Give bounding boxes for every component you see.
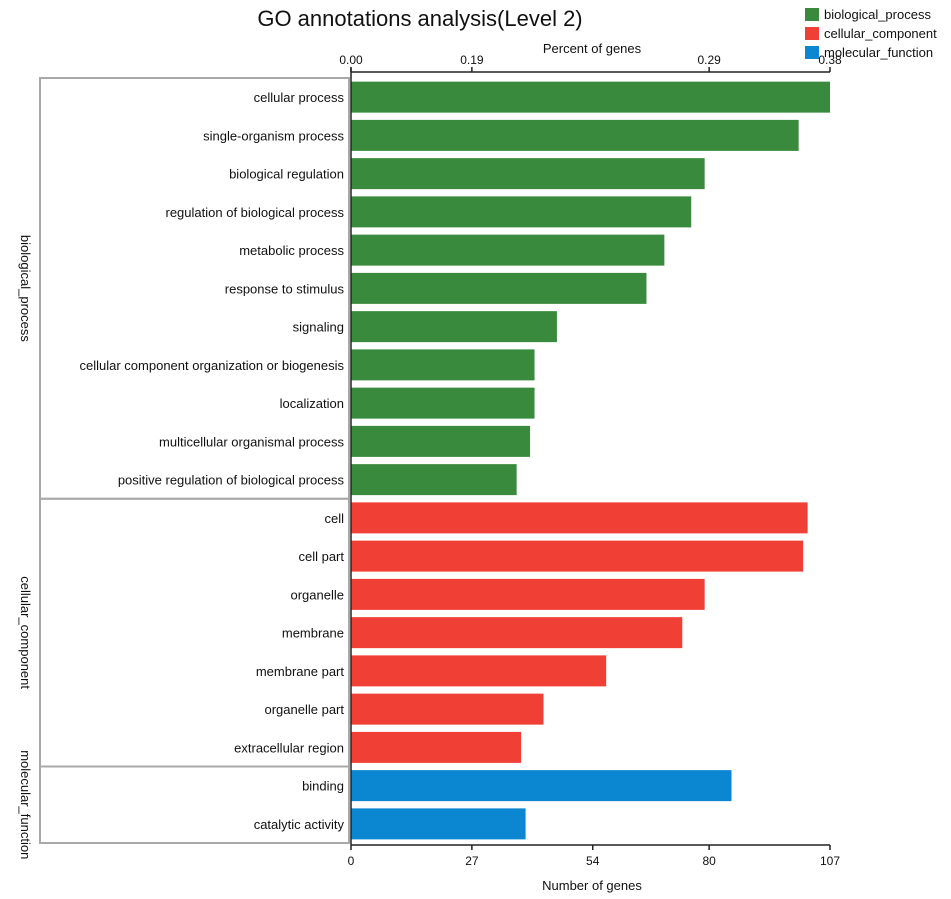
category-label: response to stimulus — [225, 281, 345, 296]
axes: 0 27 54 80 107 0.00 0.19 0.29 0.38 — [339, 53, 842, 868]
category-label: organelle — [291, 587, 345, 602]
bar — [351, 693, 544, 725]
bar — [351, 808, 526, 840]
bars — [351, 81, 830, 840]
category-group-label: cellular_component — [18, 576, 33, 689]
category-label: single-organism process — [203, 128, 344, 143]
category-panels: biological_process cellular_componentmole… — [18, 77, 350, 859]
category-label: organelle part — [265, 702, 345, 717]
top-axis-label: Percent of genes — [543, 41, 642, 56]
category-label: metabolic process — [239, 243, 344, 258]
bottom-tick-label: 80 — [702, 854, 716, 868]
category-label: cellular process — [254, 90, 345, 105]
bar — [351, 387, 535, 419]
category-label: extracellular region — [234, 740, 344, 755]
category-label: localization — [280, 396, 344, 411]
category-label: cellular component organization or bioge… — [80, 358, 345, 373]
bar — [351, 425, 531, 457]
category-group-label: biological_process — [18, 235, 33, 342]
bar — [351, 540, 804, 572]
bar — [351, 234, 665, 266]
category-label: cell part — [298, 549, 344, 564]
category-label: biological regulation — [229, 167, 344, 182]
bottom-tick-label: 107 — [820, 854, 840, 868]
top-tick-label: 0.29 — [697, 53, 721, 67]
category-label: membrane — [282, 626, 344, 641]
bar — [351, 349, 535, 381]
bottom-tick-label: 27 — [465, 854, 479, 868]
legend-label: biological_process — [824, 7, 931, 22]
bar — [351, 311, 557, 343]
legend-swatch — [805, 8, 819, 21]
category-group-label: molecular_function — [18, 750, 33, 859]
category-label: signaling — [293, 320, 344, 335]
bar — [351, 770, 732, 802]
category-label: multicellular organismal process — [159, 434, 344, 449]
legend-label: cellular_component — [824, 26, 937, 41]
bar — [351, 578, 705, 610]
legend-swatch — [805, 27, 819, 40]
bar — [351, 158, 705, 190]
top-tick-label: 0.38 — [818, 53, 842, 67]
bar — [351, 731, 522, 763]
bottom-axis-label: Number of genes — [542, 878, 642, 893]
bar — [351, 464, 517, 496]
category-label: regulation of biological process — [166, 205, 345, 220]
bottom-tick-label: 0 — [348, 854, 355, 868]
bar — [351, 655, 607, 687]
bar — [351, 196, 692, 228]
legend-label: molecular_function — [824, 45, 933, 60]
category-labels: cellular process single-organism process b… — [80, 90, 345, 832]
legend: biological_process cellular_componentmole… — [805, 7, 937, 60]
top-tick-label: 0.19 — [460, 53, 484, 67]
category-label: positive regulation of biological proces… — [118, 473, 345, 488]
category-label: cell — [324, 511, 344, 526]
bar — [351, 617, 683, 649]
legend-swatch — [805, 46, 819, 59]
bottom-tick-label: 54 — [586, 854, 600, 868]
top-tick-label: 0.00 — [339, 53, 363, 67]
chart-title: GO annotations analysis(Level 2) — [257, 6, 582, 31]
category-panel-frame — [39, 765, 350, 844]
category-label: catalytic activity — [254, 817, 345, 832]
bar — [351, 272, 647, 304]
bar — [351, 502, 808, 534]
bar — [351, 81, 830, 113]
category-label: membrane part — [256, 664, 345, 679]
category-label: binding — [302, 779, 344, 794]
bar — [351, 119, 799, 151]
